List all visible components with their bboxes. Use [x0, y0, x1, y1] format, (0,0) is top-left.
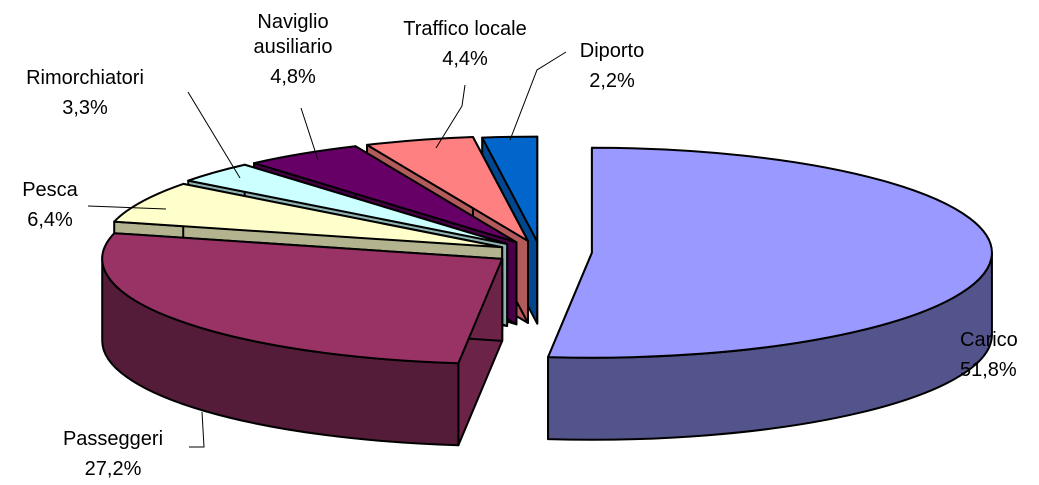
label-name-naviglio-ausiliario: ausiliario: [254, 36, 333, 58]
label-diporto: Diporto 2,2%: [580, 40, 644, 92]
label-name-passeggeri: Passeggeri: [63, 428, 163, 450]
slice-top: [547, 146, 993, 359]
label-value-naviglio-ausiliario: 4,8%: [270, 66, 316, 88]
label-value-diporto: 2,2%: [589, 70, 635, 92]
label-pesca: Pesca 6,4%: [22, 179, 78, 231]
label-value-pesca: 6,4%: [27, 209, 73, 231]
label-value-passeggeri: 27,2%: [85, 458, 142, 480]
label-value-traffico-locale: 4,4%: [442, 48, 488, 70]
leader-line-pesca: [87, 205, 167, 210]
slice-top: [253, 145, 518, 244]
leader-line-passeggeri: [189, 411, 205, 448]
leader-line-diporto: [509, 51, 567, 141]
pie-slice-passeggeri: [101, 232, 504, 447]
leader-line-rimorchiatori: [187, 91, 241, 179]
label-carico: Carico 51,8%: [960, 329, 1018, 381]
label-name-carico: Carico: [960, 329, 1018, 351]
label-rimorchiatori: Rimorchiatori 3,3%: [26, 67, 144, 119]
pie-slice-carico: [547, 146, 993, 441]
leader-line-naviglio-ausiliario: [300, 107, 319, 161]
slice-top: [101, 232, 504, 365]
label-value-rimorchiatori: 3,3%: [62, 97, 108, 119]
label-name-pesca: Pesca: [22, 179, 78, 201]
label-naviglio-ausiliario: Naviglio ausiliario 4,8%: [254, 11, 333, 88]
label-name-rimorchiatori: Rimorchiatori: [26, 67, 144, 89]
slice-top: [481, 135, 539, 243]
label-name-traffico-locale: Traffico locale: [403, 18, 526, 40]
slice-top: [187, 163, 509, 246]
label-value-carico: 51,8%: [960, 359, 1017, 381]
slice-top: [365, 135, 530, 242]
label-passeggeri: Passeggeri 27,2%: [63, 428, 163, 480]
label-name-naviglio-ausiliario: Naviglio: [257, 11, 328, 33]
leader-line-traffico-locale: [435, 84, 466, 149]
label-name-diporto: Diporto: [580, 40, 644, 62]
label-traffico-locale: Traffico locale 4,4%: [403, 18, 526, 70]
slice-top: [113, 182, 504, 249]
